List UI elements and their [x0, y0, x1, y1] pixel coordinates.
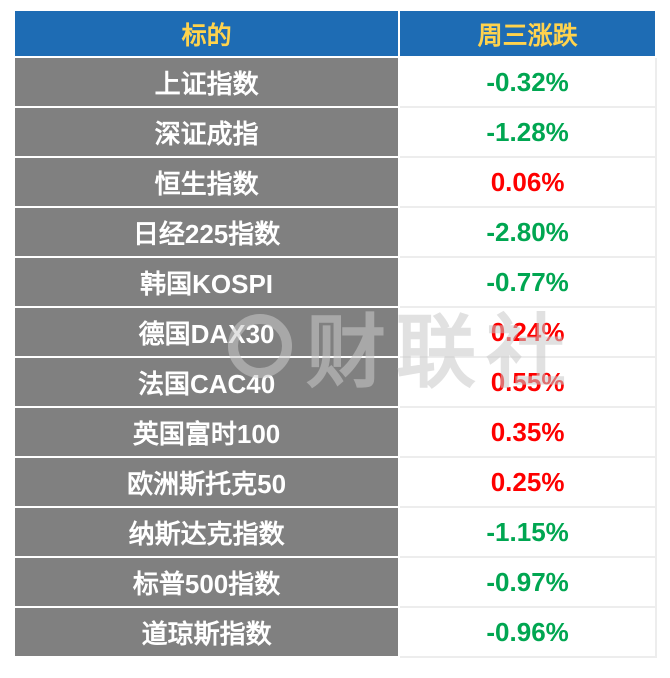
index-change: 0.55% [398, 356, 657, 408]
index-change: 0.06% [398, 156, 657, 208]
table-row: 纳斯达克指数 -1.15% [12, 506, 657, 558]
index-change: -0.97% [398, 556, 657, 608]
table-row: 日经225指数 -2.80% [12, 206, 657, 258]
table-row: 韩国KOSPI -0.77% [12, 256, 657, 308]
table-row: 上证指数 -0.32% [12, 56, 657, 108]
index-change: -0.77% [398, 256, 657, 308]
table-row: 标普500指数 -0.97% [12, 556, 657, 608]
table-row: 英国富时100 0.35% [12, 406, 657, 458]
index-name: 纳斯达克指数 [12, 506, 401, 558]
index-change: -0.32% [398, 56, 657, 108]
header-target: 标的 [12, 9, 401, 58]
index-name: 上证指数 [12, 56, 401, 108]
index-name: 标普500指数 [12, 556, 401, 608]
header-row: 标的 周三涨跌 [12, 9, 657, 58]
table-row: 恒生指数 0.06% [12, 156, 657, 208]
index-name: 法国CAC40 [12, 356, 401, 408]
index-name: 深证成指 [12, 106, 401, 158]
table-row: 法国CAC40 0.55% [12, 356, 657, 408]
index-change: 0.25% [398, 456, 657, 508]
index-change: 0.24% [398, 306, 657, 358]
index-change: 0.35% [398, 406, 657, 458]
index-change: -0.96% [398, 606, 657, 658]
table-row: 深证成指 -1.28% [12, 106, 657, 158]
header-wednesday-change: 周三涨跌 [398, 9, 657, 58]
index-change: -2.80% [398, 206, 657, 258]
index-name: 德国DAX30 [12, 306, 401, 358]
index-change: -1.15% [398, 506, 657, 558]
table-row: 道琼斯指数 -0.96% [12, 606, 657, 658]
market-table: 标的 周三涨跌 上证指数 -0.32% 深证成指 -1.28% 恒生指数 0.0… [12, 9, 657, 658]
index-name: 恒生指数 [12, 156, 401, 208]
index-name: 英国富时100 [12, 406, 401, 458]
table-row: 欧洲斯托克50 0.25% [12, 456, 657, 508]
index-name: 欧洲斯托克50 [12, 456, 401, 508]
table-row: 德国DAX30 0.24% [12, 306, 657, 358]
index-name: 韩国KOSPI [12, 256, 401, 308]
index-name: 日经225指数 [12, 206, 401, 258]
index-name: 道琼斯指数 [12, 606, 401, 658]
index-change: -1.28% [398, 106, 657, 158]
